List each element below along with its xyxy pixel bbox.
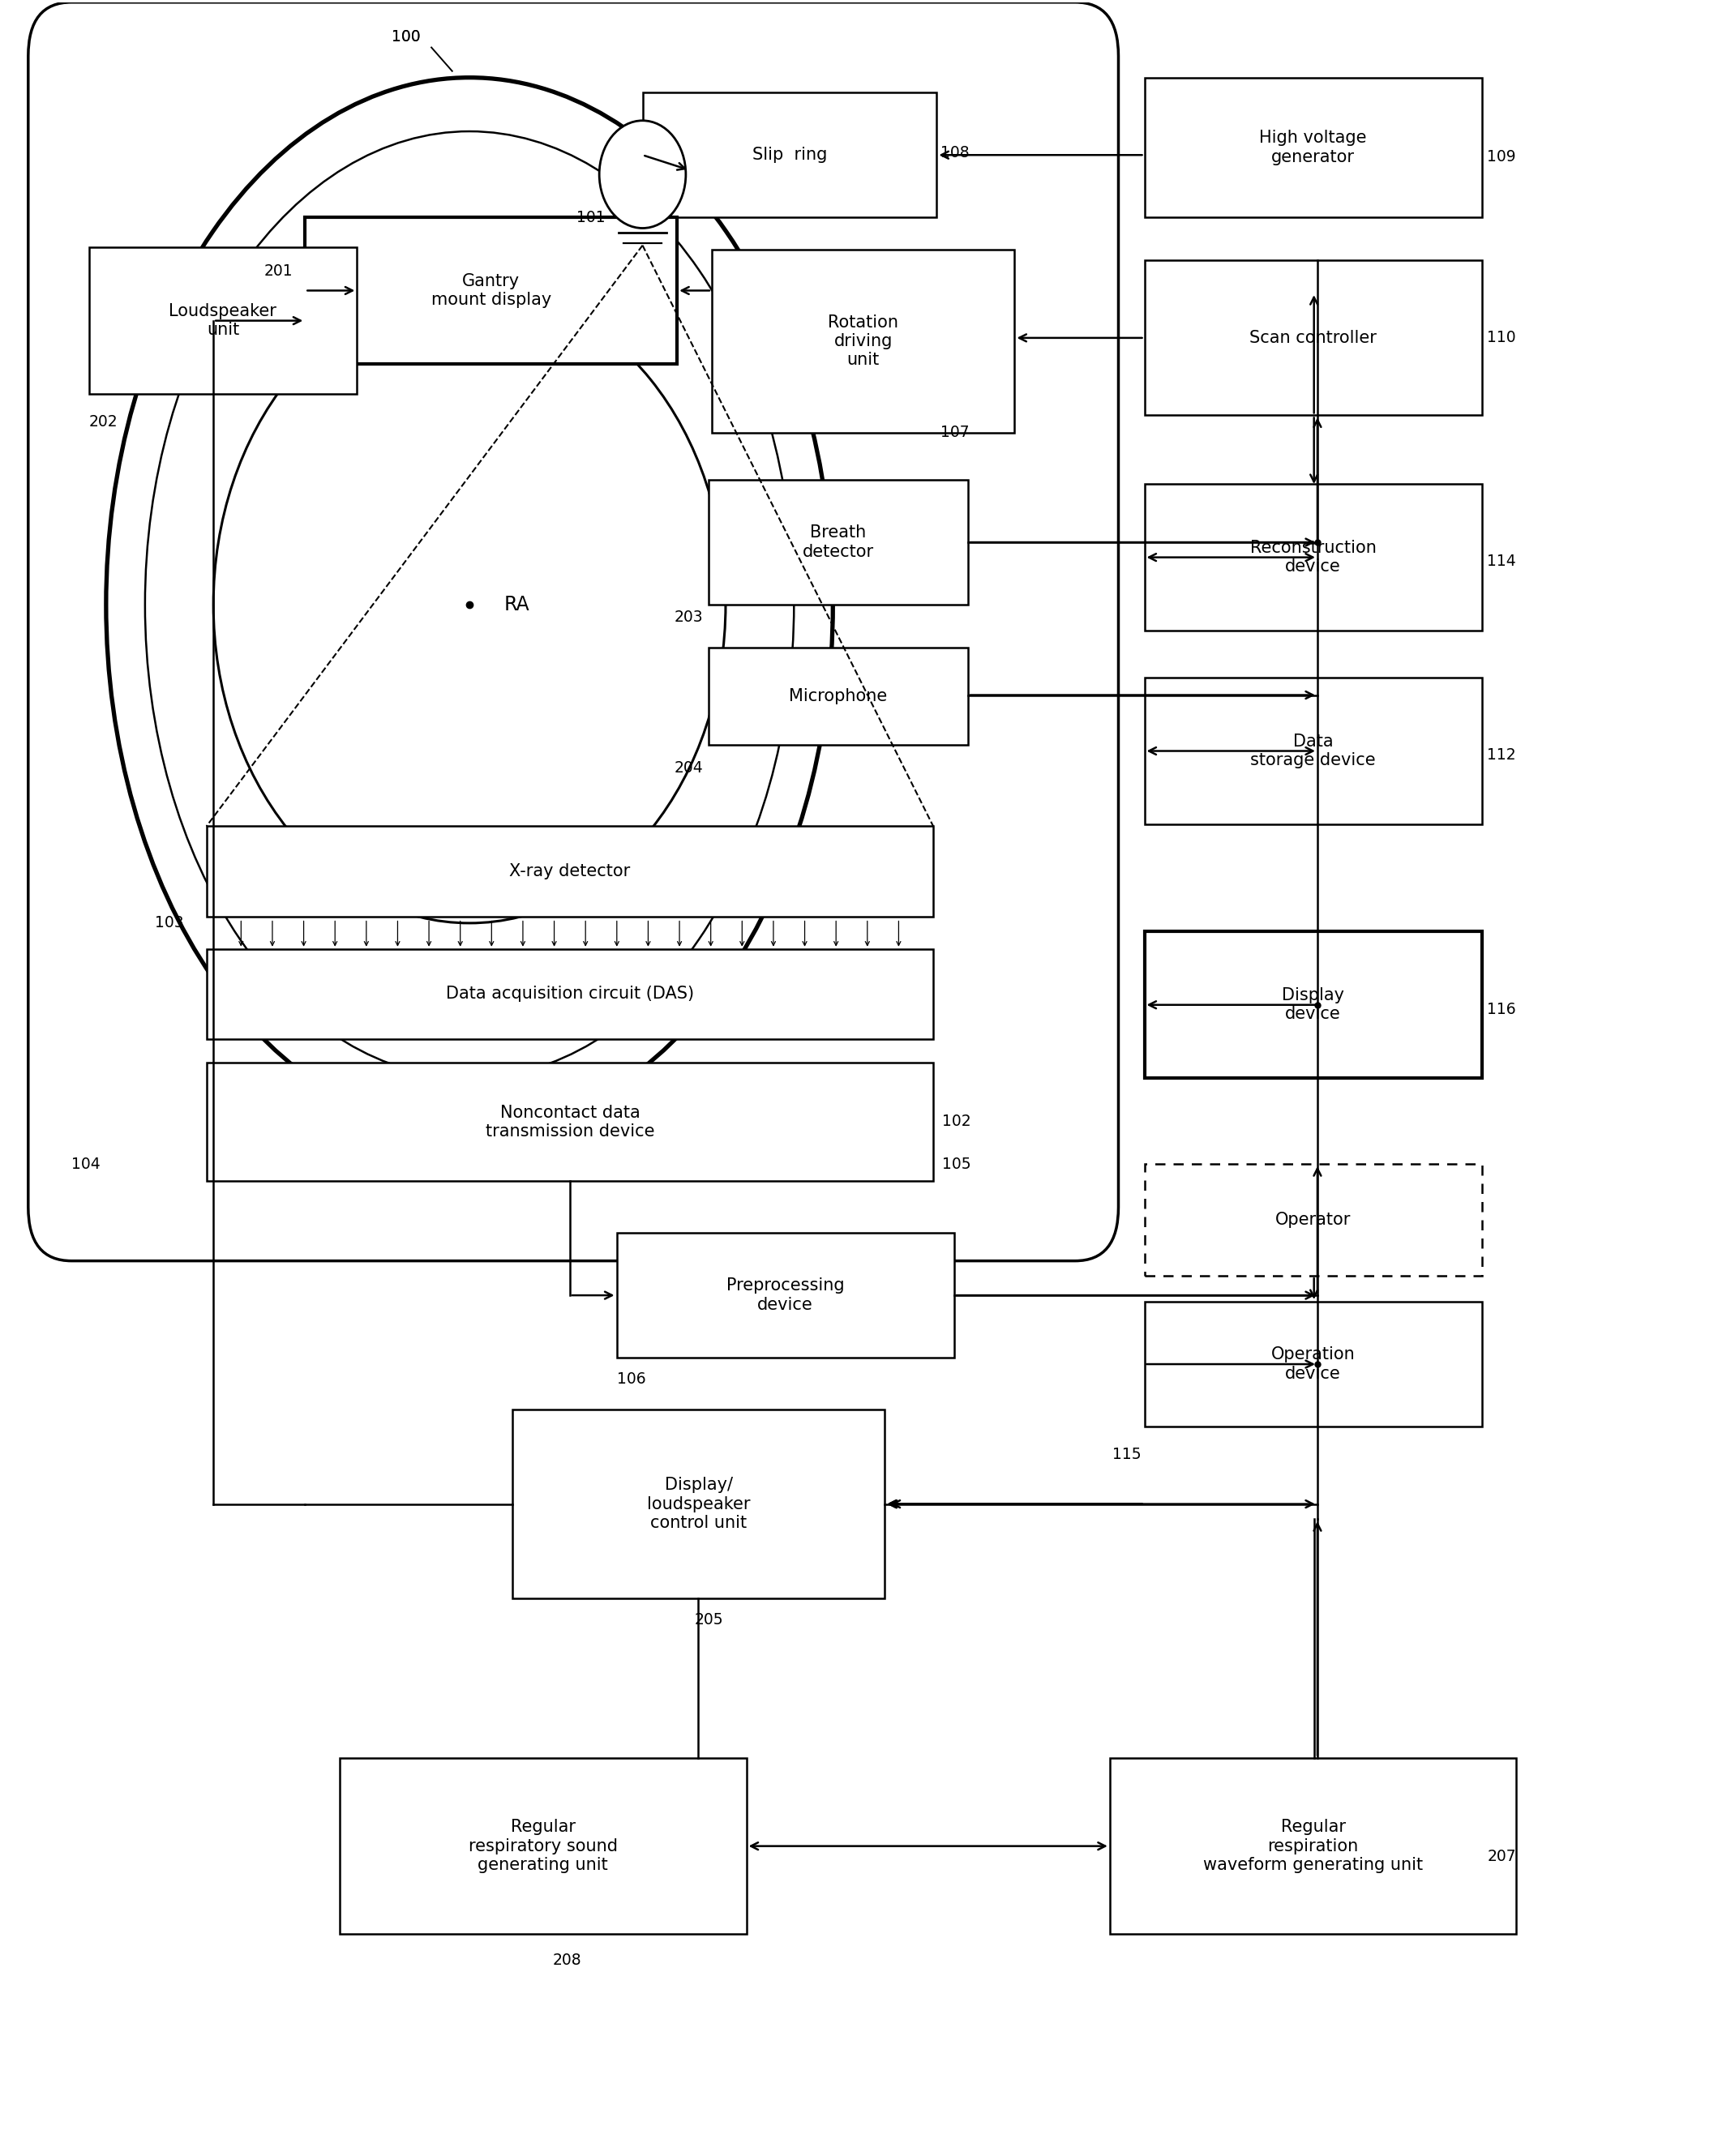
Ellipse shape: [146, 132, 795, 1078]
FancyBboxPatch shape: [305, 218, 677, 364]
Text: Display/
loudspeaker
control unit: Display/ loudspeaker control unit: [647, 1477, 751, 1531]
Text: Preprocessing
device: Preprocessing device: [727, 1279, 845, 1313]
Text: Operation
device: Operation device: [1272, 1348, 1355, 1382]
FancyBboxPatch shape: [1145, 931, 1482, 1078]
FancyBboxPatch shape: [206, 949, 933, 1039]
FancyBboxPatch shape: [711, 250, 1015, 433]
FancyBboxPatch shape: [1145, 485, 1482, 630]
FancyBboxPatch shape: [206, 1063, 933, 1181]
FancyBboxPatch shape: [206, 826, 933, 916]
FancyBboxPatch shape: [1145, 1164, 1482, 1276]
Text: 207: 207: [1487, 1850, 1516, 1865]
Text: 204: 204: [675, 761, 703, 776]
FancyBboxPatch shape: [616, 1233, 954, 1358]
FancyBboxPatch shape: [708, 481, 968, 604]
Text: 202: 202: [88, 414, 118, 429]
Text: 102: 102: [942, 1112, 972, 1130]
Text: Data
storage device: Data storage device: [1251, 733, 1376, 768]
Text: Noncontact data
transmission device: Noncontact data transmission device: [486, 1104, 654, 1141]
FancyBboxPatch shape: [1145, 677, 1482, 824]
Text: Operator: Operator: [1275, 1212, 1352, 1229]
Text: Reconstruction
device: Reconstruction device: [1249, 539, 1376, 576]
Text: Regular
respiratory sound
generating unit: Regular respiratory sound generating uni…: [468, 1820, 618, 1874]
FancyBboxPatch shape: [88, 248, 357, 395]
Text: Scan controller: Scan controller: [1249, 330, 1376, 345]
FancyBboxPatch shape: [1145, 1302, 1482, 1427]
Text: 101: 101: [576, 209, 606, 224]
Text: 116: 116: [1487, 1000, 1516, 1018]
Text: Slip  ring: Slip ring: [753, 147, 828, 164]
FancyBboxPatch shape: [1145, 261, 1482, 416]
Text: 106: 106: [616, 1371, 645, 1386]
FancyBboxPatch shape: [514, 1410, 885, 1598]
Text: 205: 205: [694, 1613, 723, 1628]
Circle shape: [599, 121, 685, 229]
Text: 105: 105: [942, 1156, 972, 1171]
Text: 109: 109: [1487, 149, 1516, 164]
Text: 110: 110: [1487, 330, 1516, 345]
Text: 107: 107: [940, 425, 970, 440]
Text: Regular
respiration
waveform generating unit: Regular respiration waveform generating …: [1202, 1820, 1423, 1874]
Text: Microphone: Microphone: [789, 688, 887, 705]
Text: 112: 112: [1487, 748, 1516, 763]
Text: 208: 208: [552, 1953, 581, 1968]
Text: Display
device: Display device: [1282, 987, 1345, 1022]
Text: 114: 114: [1487, 554, 1516, 569]
FancyBboxPatch shape: [642, 93, 937, 218]
FancyBboxPatch shape: [1110, 1757, 1516, 1934]
FancyBboxPatch shape: [340, 1757, 746, 1934]
Text: Rotation
driving
unit: Rotation driving unit: [828, 315, 899, 369]
Text: RA: RA: [505, 595, 529, 614]
Text: X-ray detector: X-ray detector: [510, 862, 630, 880]
Text: 104: 104: [71, 1156, 101, 1171]
FancyBboxPatch shape: [28, 2, 1119, 1261]
Ellipse shape: [106, 78, 833, 1132]
Text: 115: 115: [1112, 1447, 1142, 1462]
FancyBboxPatch shape: [708, 647, 968, 744]
Text: 108: 108: [940, 144, 970, 160]
Text: 201: 201: [264, 263, 293, 278]
Text: 100: 100: [392, 28, 420, 45]
Text: Data acquisition circuit (DAS): Data acquisition circuit (DAS): [446, 985, 694, 1003]
Text: 103: 103: [154, 916, 184, 931]
Text: High voltage
generator: High voltage generator: [1260, 129, 1367, 166]
Text: 100: 100: [392, 28, 420, 45]
Text: Breath
detector: Breath detector: [802, 524, 874, 561]
Circle shape: [213, 287, 725, 923]
Text: Gantry
mount display: Gantry mount display: [430, 274, 552, 308]
FancyBboxPatch shape: [1145, 78, 1482, 218]
Text: Loudspeaker
unit: Loudspeaker unit: [168, 304, 278, 338]
Text: 203: 203: [675, 610, 703, 625]
